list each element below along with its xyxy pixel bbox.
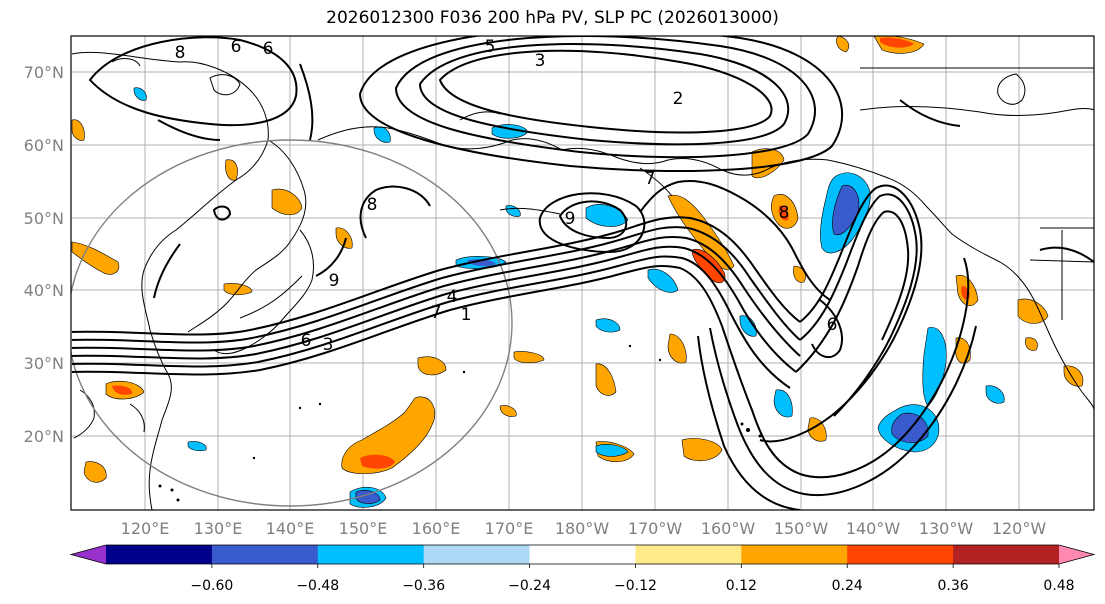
longitude-label: 120°W — [992, 519, 1047, 538]
colorbar-tick-label: −0.24 — [508, 578, 551, 594]
colorbar-tick-label: −0.60 — [190, 578, 233, 594]
longitude-labels: 120°E 130°E 140°E 150°E 160°E 170°E 180°W 170°W… — [121, 519, 1047, 538]
contour-label: 7 — [645, 169, 656, 189]
colorbar-swatch — [423, 545, 531, 564]
latitude-label: 30°N — [24, 354, 64, 373]
colorbar-tick-label: −0.12 — [614, 578, 657, 594]
colorbar-outline — [69, 544, 1096, 565]
longitude-label: 160°W — [701, 519, 756, 538]
pv-negative-anomaly-shading — [133, 87, 1005, 508]
contour-label: 8 — [175, 43, 186, 63]
contour-label: 2 — [673, 89, 684, 109]
graticule — [71, 36, 1094, 510]
colorbar-tick-label: 0.48 — [1043, 578, 1074, 594]
contour-label: 3 — [535, 51, 546, 71]
colorbar-tick-label: −0.36 — [402, 578, 445, 594]
longitude-label: 120°E — [121, 519, 170, 538]
colorbar-swatch — [106, 545, 213, 564]
longitude-label: 170°E — [485, 519, 534, 538]
longitude-label: 150°W — [774, 519, 829, 538]
latitude-label: 70°N — [24, 63, 64, 82]
contour-label: 1 — [461, 305, 472, 325]
colorbar-swatch — [953, 545, 1060, 564]
pv-positive-anomaly-shading — [71, 36, 1084, 483]
colorbar-tick-label: 0.36 — [938, 578, 969, 594]
contour-label: 8 — [779, 203, 790, 223]
contour-label: 6 — [301, 331, 312, 351]
colorbar-extend-low — [71, 545, 106, 564]
colorbar-tick-label: 0.12 — [726, 578, 757, 594]
longitude-label: 130°W — [919, 519, 974, 538]
contour-label: 9 — [329, 271, 340, 291]
contour-label: 6 — [231, 37, 242, 57]
latitude-label: 40°N — [24, 281, 64, 300]
contour-label: 5 — [485, 37, 496, 57]
contour-label: 8 — [367, 195, 378, 215]
contour-label: 6 — [827, 315, 838, 335]
latitude-labels: 70°N 60°N 50°N 40°N 30°N 20°N — [24, 63, 64, 446]
longitude-label: 140°W — [846, 519, 901, 538]
island-dots — [158, 344, 762, 502]
latitude-label: 20°N — [24, 427, 64, 446]
colorbar-swatch — [529, 545, 636, 564]
map-title: 2026012300 F036 200 hPa PV, SLP PC (2026… — [326, 8, 779, 28]
colorbar-swatch — [741, 545, 848, 564]
colorbar-swatch — [635, 545, 742, 564]
contour-label: 6 — [263, 39, 274, 59]
colorbar-extend-high — [1059, 545, 1094, 564]
contour-label: 3 — [323, 335, 334, 355]
colorbar-tick-label: 0.24 — [832, 578, 863, 594]
colorbar: −0.60 −0.48 −0.36 −0.24 −0.12 0.12 0.24 0.36 0.4… — [69, 544, 1096, 594]
contour-label: 7 — [431, 303, 442, 323]
longitude-label: 150°E — [339, 519, 388, 538]
longitude-label: 180°W — [555, 519, 610, 538]
slp-pc-contours — [71, 36, 1094, 510]
domain-circle — [71, 139, 513, 507]
colorbar-swatch — [317, 545, 425, 564]
longitude-label: 130°E — [194, 519, 243, 538]
longitude-label: 140°E — [266, 519, 315, 538]
latitude-label: 60°N — [24, 136, 64, 155]
colorbar-tick-label: −0.48 — [296, 578, 339, 594]
contour-label: 9 — [565, 209, 576, 229]
contour-label: 4 — [447, 287, 458, 307]
colorbar-swatch — [211, 545, 319, 564]
longitude-label: 160°E — [412, 519, 461, 538]
latitude-label: 50°N — [24, 209, 64, 228]
longitude-label: 170°W — [628, 519, 683, 538]
map-frame — [70, 35, 1095, 511]
colorbar-swatch — [847, 545, 954, 564]
